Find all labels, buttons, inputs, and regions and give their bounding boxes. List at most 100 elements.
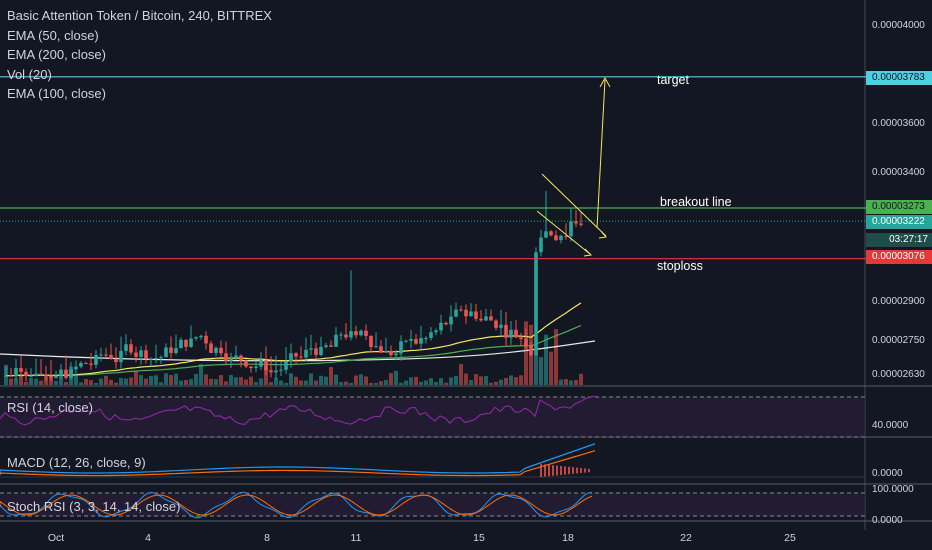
candle-body — [409, 338, 413, 341]
candle-body — [299, 356, 303, 358]
candle-body — [339, 334, 343, 336]
candle-body — [334, 334, 338, 347]
candle-body — [84, 363, 88, 365]
candle-body — [4, 375, 8, 377]
volume-bar — [334, 374, 338, 385]
volume-bar — [509, 375, 513, 385]
legend-ema50[interactable]: EMA (50, close) — [7, 27, 99, 43]
candle-body — [369, 335, 373, 348]
x-tick-4: 4 — [145, 532, 151, 544]
macd-histogram-bar — [540, 464, 542, 477]
price-tick: 0.00002750 — [872, 335, 925, 346]
price-tick: 0.00002630 — [872, 369, 925, 380]
volume-bar — [284, 382, 288, 385]
candle-body — [374, 346, 378, 348]
macd-histogram-bar — [576, 467, 578, 474]
volume-bar — [519, 375, 523, 385]
candle-body — [474, 311, 478, 319]
macd-histogram-bar — [560, 466, 562, 475]
candle-body — [189, 338, 193, 347]
candle-body — [469, 311, 473, 317]
volume-bar — [24, 381, 28, 385]
candle-body — [64, 369, 68, 378]
price-tick: 0.00003400 — [872, 167, 925, 178]
candle-body — [289, 353, 293, 362]
candle-body — [464, 309, 468, 317]
breakout-price-tag: 0.00003273 — [866, 200, 932, 214]
volume-bar — [449, 377, 453, 385]
macd-histogram-bar — [552, 465, 554, 476]
volume-bar — [259, 378, 263, 385]
volume-bar — [574, 379, 578, 385]
ema50-line — [6, 302, 582, 377]
volume-bar — [354, 375, 358, 385]
candle-body — [539, 237, 543, 253]
volume-bar — [14, 378, 18, 385]
volume-bar — [264, 367, 268, 385]
volume-bar — [439, 378, 443, 385]
candle-body — [169, 347, 173, 354]
legend-ema200[interactable]: EMA (200, close) — [7, 47, 106, 62]
macd-label[interactable]: MACD (12, 26, close, 9) — [7, 455, 146, 470]
candle-body — [564, 235, 568, 237]
countdown-tag: 03:27:17 — [866, 233, 932, 247]
volume-bar — [154, 375, 158, 385]
volume-bar — [214, 379, 218, 385]
volume-bar — [314, 380, 318, 385]
volume-bar — [474, 374, 478, 385]
candle-body — [284, 361, 288, 370]
indicator-panes — [0, 395, 865, 519]
volume-bar — [324, 376, 328, 385]
candle-body — [79, 363, 83, 367]
candle-body — [34, 373, 38, 376]
candle-body — [549, 231, 553, 236]
candle-body — [264, 360, 268, 371]
candle-body — [499, 324, 503, 328]
legend-ema100[interactable]: EMA (100, close) — [7, 86, 106, 101]
volume-bar — [204, 374, 208, 385]
candle-body — [124, 344, 128, 351]
volume-bar — [409, 377, 413, 385]
candle-body — [439, 322, 443, 331]
rsi-tick: 40.0000 — [872, 420, 909, 431]
candle-body — [24, 371, 28, 376]
candle-body — [319, 346, 323, 355]
volume-bar — [379, 381, 383, 385]
candle-body — [229, 357, 233, 361]
volume-bar — [194, 373, 198, 385]
volume-bar — [209, 378, 213, 385]
volume-bar — [234, 377, 238, 385]
candle-body — [429, 332, 433, 339]
legend-volume[interactable]: Vol (20) — [7, 66, 52, 82]
volume-bar — [444, 382, 448, 385]
wedge-lower-line — [536, 210, 591, 255]
candle-body — [179, 339, 183, 349]
volume-bar — [309, 373, 313, 385]
candle-body — [174, 348, 178, 354]
ema100-line — [6, 324, 582, 377]
candle-body — [389, 350, 393, 356]
volume-bar — [524, 321, 528, 385]
x-tick-25: 25 — [784, 532, 796, 544]
macd-histogram-bar — [580, 468, 582, 473]
candle-body — [524, 339, 528, 346]
candle-body — [244, 360, 248, 367]
volume-bar — [239, 377, 243, 385]
volume-bar — [279, 380, 283, 385]
volume-bar — [199, 364, 203, 385]
annotation-stoploss: stoploss — [657, 259, 703, 273]
stoch-rsi-label[interactable]: Stoch RSI (3, 3, 14, 14, close) — [7, 499, 181, 514]
volume-bar — [99, 378, 103, 385]
candle-body — [274, 370, 278, 373]
candle-body — [44, 374, 48, 376]
x-tick-22: 22 — [680, 532, 692, 544]
candle-body — [459, 309, 463, 311]
volume-bar — [109, 379, 113, 385]
volume-bar — [59, 375, 63, 385]
candle-body — [559, 235, 563, 241]
x-tick-oct: Oct — [47, 532, 65, 544]
rsi-label[interactable]: RSI (14, close) — [7, 400, 93, 415]
candle-body — [479, 318, 483, 321]
signal-line — [0, 450, 596, 477]
